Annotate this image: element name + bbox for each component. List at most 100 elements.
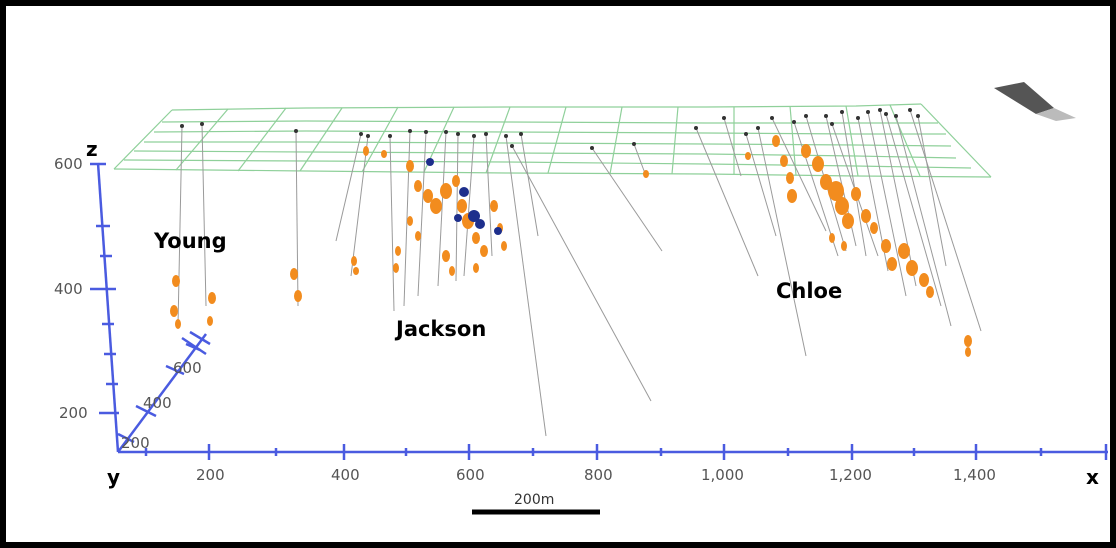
- drill-trace: [745, 133, 777, 237]
- drill-collar: [180, 124, 184, 128]
- ore-intersection: [780, 155, 788, 167]
- ore-intersection: [870, 222, 878, 234]
- drill-collar: [770, 116, 774, 120]
- drill-collar: [884, 112, 888, 116]
- ore-intersection: [353, 267, 359, 275]
- drill-collar: [830, 122, 834, 126]
- ore-intersection: [175, 319, 181, 329]
- drill-trace: [633, 143, 647, 177]
- ore-intersection: [841, 241, 847, 251]
- ore-intersection: [363, 146, 369, 156]
- ore-intersection: [786, 172, 794, 184]
- drill-collar: [866, 110, 870, 114]
- ore-intersection: [414, 180, 422, 192]
- drill-trace: [885, 113, 942, 307]
- ore-intersection: [393, 263, 399, 273]
- drill-trace: [695, 127, 759, 277]
- drill-collar: [510, 144, 514, 148]
- ore-intersection: [964, 335, 972, 347]
- drill-collar: [472, 134, 476, 138]
- x-tick-1200: 1,200: [829, 466, 872, 484]
- drill-trace: [879, 109, 917, 287]
- ore-intersection: [490, 200, 498, 212]
- drill-trace: [591, 147, 663, 252]
- ore-intersection: [926, 286, 934, 298]
- z-tick-400: 400: [54, 280, 83, 298]
- ore-intersection: [887, 257, 897, 271]
- x-tick-400: 400: [331, 466, 360, 484]
- drill-collar: [200, 122, 204, 126]
- drill-collar: [388, 134, 392, 138]
- drill-collar: [590, 146, 594, 150]
- high-grade-intersection: [426, 158, 434, 166]
- ore-intersection: [772, 135, 780, 147]
- drill-collar: [504, 134, 508, 138]
- ore-intersection: [381, 150, 387, 158]
- drill-trace: [723, 117, 742, 177]
- ore-intersection: [294, 290, 302, 302]
- drill-collar: [792, 120, 796, 124]
- drill-trace: [463, 135, 475, 277]
- ore-intersection: [406, 160, 414, 172]
- deposit-label-jackson: Jackson: [394, 317, 486, 341]
- drill-trace: [403, 130, 411, 307]
- drill-trace: [895, 115, 952, 327]
- z-tick-200: 200: [59, 404, 88, 422]
- drill-collar: [744, 132, 748, 136]
- ore-intersection: [395, 246, 401, 256]
- ore-intersection: [851, 187, 861, 201]
- drill-collar: [444, 130, 448, 134]
- y-tick-200: 200: [121, 434, 150, 452]
- ore-intersection: [472, 232, 480, 244]
- ore-intersection: [442, 250, 450, 262]
- ore-intersection: [745, 152, 751, 160]
- high-grade-intersection: [494, 227, 502, 235]
- x-tick-1000: 1,000: [701, 466, 744, 484]
- ore-intersection: [501, 241, 507, 251]
- drill-trace: [505, 135, 547, 437]
- drill-traces: [177, 108, 982, 437]
- drill-collar: [878, 108, 882, 112]
- ore-intersection: [829, 233, 835, 243]
- high-grade-intersection: [468, 210, 480, 222]
- ore-intersection: [787, 189, 797, 203]
- ore-intersection: [643, 170, 649, 178]
- x-axis-letter: x: [1086, 465, 1099, 489]
- drill-collar: [722, 116, 726, 120]
- y-tick-600: 600: [173, 359, 202, 377]
- ore-intersection: [812, 156, 824, 172]
- drill-trace: [335, 133, 362, 242]
- ore-intersection: [898, 243, 910, 259]
- y-axis: [116, 330, 211, 453]
- drill-collar: [294, 129, 298, 133]
- ore-intersection: [172, 275, 180, 287]
- ore-intersection: [835, 197, 849, 215]
- drill-trace: [201, 123, 207, 307]
- drill-trace: [511, 145, 652, 402]
- drill-trace: [867, 111, 907, 297]
- ore-intersection: [452, 175, 460, 187]
- x-axis: [118, 444, 1108, 460]
- ore-intersection: [906, 260, 918, 276]
- y-axis-letter: y: [107, 465, 120, 489]
- north-arrow-icon: [994, 82, 1076, 121]
- x-tick-600: 600: [456, 466, 485, 484]
- drill-trace: [917, 115, 947, 267]
- ore-intersection: [919, 273, 929, 287]
- drill-trace: [771, 117, 827, 232]
- ore-intersection: [820, 174, 832, 190]
- ore-intersection: [881, 239, 891, 253]
- ore-intersection: [801, 144, 811, 158]
- scale-bar: 200m: [472, 492, 600, 515]
- drill-collar: [484, 132, 488, 136]
- drill-trace: [389, 135, 395, 312]
- drill-trace: [417, 131, 427, 297]
- ore-intersection: [290, 268, 298, 280]
- z-axis-letter: z: [86, 137, 98, 161]
- x-tick-200: 200: [196, 466, 225, 484]
- ore-intersection: [449, 266, 455, 276]
- model-canvas: 600 400 200 z 200 400 600 y: [54, 82, 1108, 515]
- x-tick-800: 800: [584, 466, 613, 484]
- drill-trace: [520, 133, 539, 237]
- ore-intersection: [430, 198, 442, 214]
